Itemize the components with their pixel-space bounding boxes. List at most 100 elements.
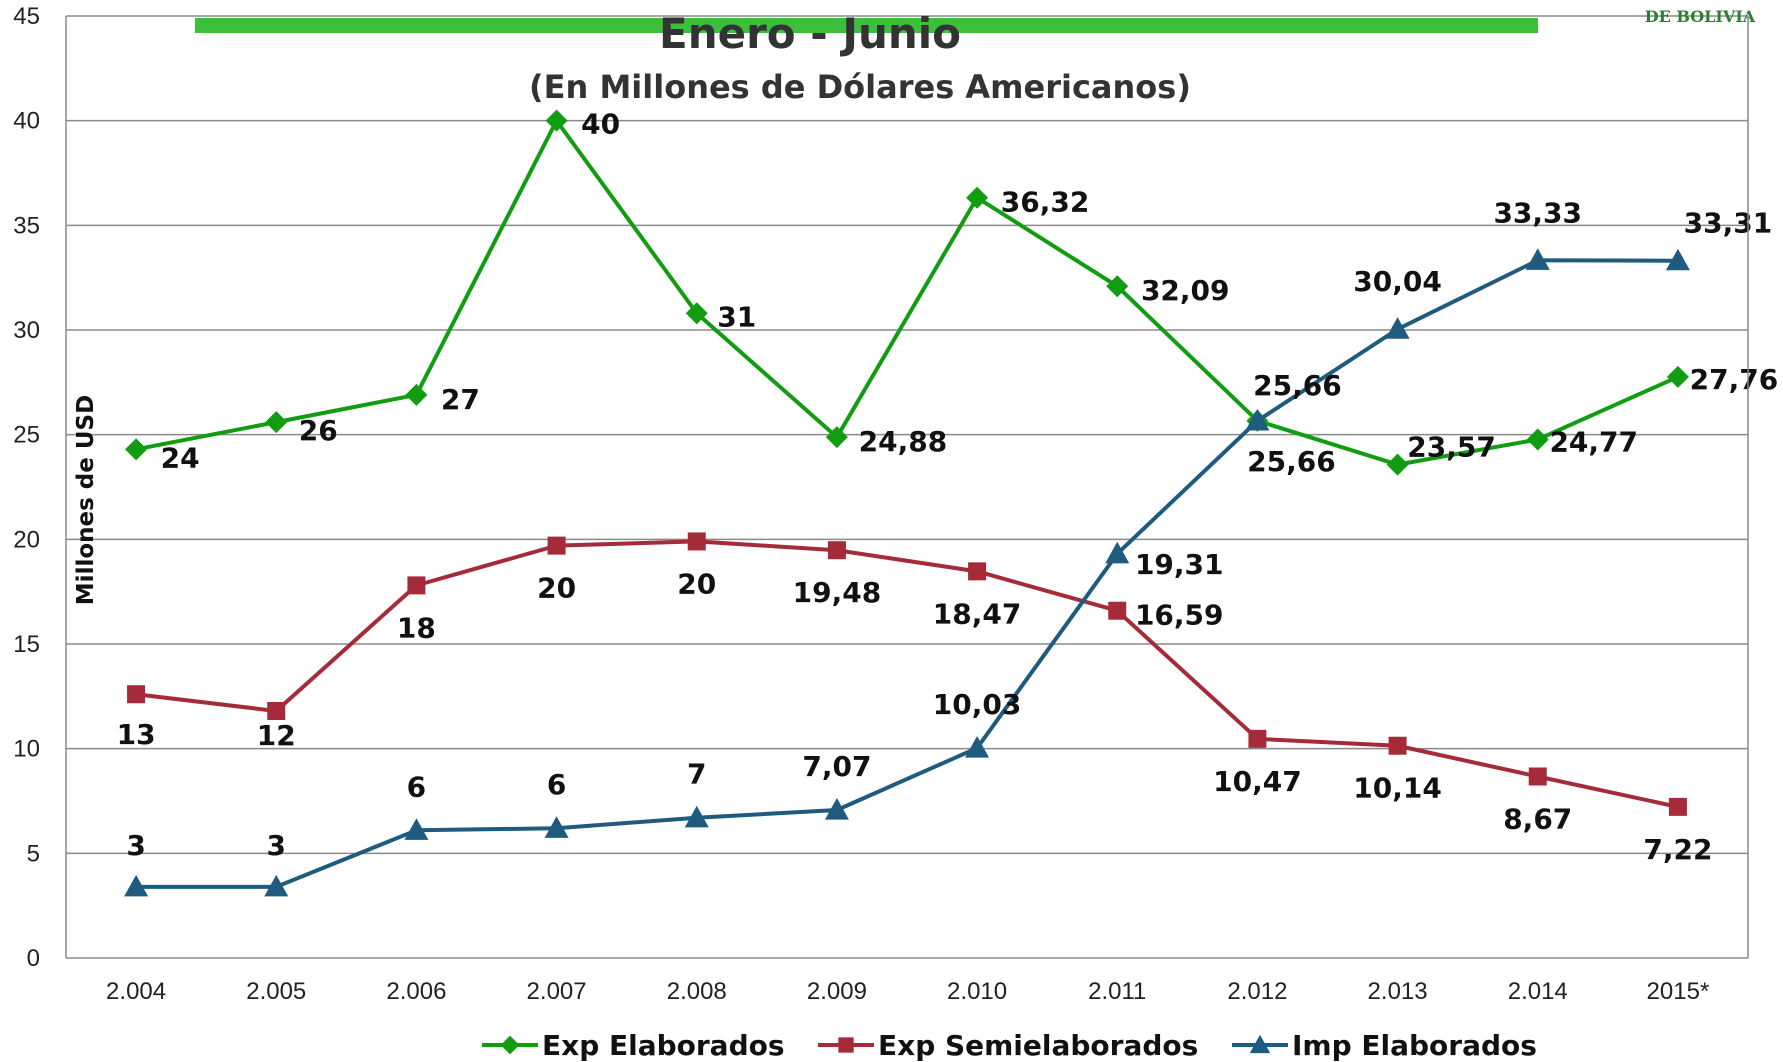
diamond-marker — [125, 438, 148, 461]
x-tick-label: 2.009 — [807, 978, 867, 1005]
square-marker — [407, 576, 426, 595]
x-tick-label: 2.008 — [667, 978, 727, 1005]
triangle-marker — [1105, 541, 1130, 564]
data-label: 31 — [717, 300, 756, 333]
triangle-marker — [1249, 1034, 1271, 1054]
diamond-marker — [1526, 428, 1549, 451]
x-tick-label: 2.004 — [106, 978, 166, 1005]
y-axis-label: Millones de USD — [73, 395, 99, 605]
square-marker — [267, 701, 286, 720]
diamond-marker — [1666, 365, 1689, 388]
diamond-marker — [545, 109, 568, 132]
x-tick-label: 2.014 — [1508, 978, 1568, 1005]
y-tick-label: 25 — [13, 422, 40, 449]
x-tick-label: 2.011 — [1088, 978, 1146, 1005]
gridlines — [66, 15, 1748, 855]
series-line — [136, 258, 1678, 889]
data-label: 12 — [257, 719, 296, 752]
square-marker — [968, 562, 987, 581]
x-tick-label: 2.013 — [1368, 978, 1428, 1005]
y-tick-label: 0 — [27, 945, 40, 972]
triangle-marker — [1665, 248, 1690, 271]
triangle-marker — [684, 805, 709, 828]
data-label: 24 — [161, 441, 200, 474]
triangle-marker — [1385, 317, 1410, 339]
data-label: 24,77 — [1549, 425, 1638, 458]
data-label: 10,47 — [1213, 765, 1302, 798]
triangle-marker — [124, 874, 149, 897]
diamond-marker — [685, 302, 708, 325]
x-tick-label: 2.012 — [1227, 978, 1287, 1005]
diamond-marker — [500, 1035, 520, 1055]
data-label: 3 — [267, 829, 286, 862]
data-label: 19,31 — [1135, 548, 1224, 581]
data-label: 18,47 — [933, 597, 1022, 630]
chart-subtitle: (En Millones de Dólares Americanos) — [529, 68, 1191, 106]
triangle-marker — [1525, 248, 1550, 270]
legend-label: Imp Elaborados — [1292, 1029, 1537, 1062]
x-tick-label: 2.005 — [246, 978, 306, 1005]
y-tick-label: 45 — [13, 3, 40, 30]
triangle-marker — [404, 818, 429, 840]
y-tick-label: 5 — [27, 840, 40, 867]
diamond-marker — [825, 426, 848, 449]
data-label: 30,04 — [1353, 265, 1442, 298]
diamond-marker — [405, 383, 428, 406]
data-label: 6 — [547, 768, 566, 801]
data-label: 24,88 — [859, 425, 948, 458]
square-marker — [127, 685, 146, 704]
data-label: 25,66 — [1253, 369, 1342, 402]
data-label: 13 — [117, 718, 156, 751]
diamond-marker — [1386, 453, 1409, 476]
data-label: 40 — [581, 108, 620, 141]
data-label: 26 — [299, 414, 338, 447]
data-label: 25,66 — [1247, 445, 1336, 478]
triangle-marker — [544, 816, 569, 838]
legend: Exp Elaborados Exp Semielaborados Imp Elab… — [482, 1029, 1537, 1062]
x-tick-label: 2015* — [1647, 978, 1710, 1005]
data-label: 7 — [687, 758, 706, 791]
data-label: 19,48 — [793, 576, 882, 609]
data-label: 33,33 — [1493, 196, 1582, 229]
square-marker — [838, 1037, 854, 1053]
square-marker — [827, 541, 846, 560]
x-tick-label: 2.010 — [947, 978, 1007, 1005]
y-tick-label: 40 — [13, 108, 40, 135]
x-tick-label: 2.006 — [386, 978, 446, 1005]
square-marker — [687, 532, 706, 551]
square-marker — [547, 536, 566, 555]
x-tick-label: 2.007 — [527, 978, 587, 1005]
diamond-marker — [966, 186, 989, 209]
data-label: 7,22 — [1643, 833, 1712, 866]
logo-text: DE BOLIVIA — [1645, 7, 1756, 26]
data-label: 20 — [537, 572, 576, 605]
data-label: 7,07 — [802, 750, 871, 783]
data-label: 27,76 — [1690, 363, 1779, 396]
legend-label: Exp Elaborados — [542, 1029, 785, 1062]
data-label: 32,09 — [1141, 274, 1230, 307]
data-label: 3 — [126, 829, 145, 862]
data-label: 18 — [397, 611, 436, 644]
triangle-marker — [1245, 408, 1270, 431]
triangle-marker — [824, 798, 849, 820]
series-line — [135, 539, 1679, 809]
series-group — [124, 109, 1690, 897]
square-marker — [1528, 767, 1547, 786]
y-tick-label: 15 — [13, 631, 40, 658]
data-labels: 24 26 27 40 31 24,88 36,32 32,09 25,66 23,57 24,77… — [117, 108, 1779, 866]
square-marker — [1108, 601, 1127, 620]
data-label: 23,57 — [1407, 431, 1496, 464]
data-label: 6 — [407, 770, 426, 803]
square-marker — [1388, 736, 1407, 755]
y-tick-label: 30 — [13, 317, 40, 344]
triangle-marker — [264, 874, 289, 897]
y-tick-label: 10 — [13, 736, 40, 763]
data-label: 8,67 — [1503, 803, 1572, 836]
square-marker — [1248, 729, 1267, 748]
data-label: 10,03 — [933, 688, 1022, 721]
data-label: 33,31 — [1684, 207, 1773, 240]
data-label: 16,59 — [1135, 599, 1224, 632]
legend-label: Exp Semielaborados — [878, 1029, 1198, 1062]
triangle-marker — [965, 736, 990, 758]
